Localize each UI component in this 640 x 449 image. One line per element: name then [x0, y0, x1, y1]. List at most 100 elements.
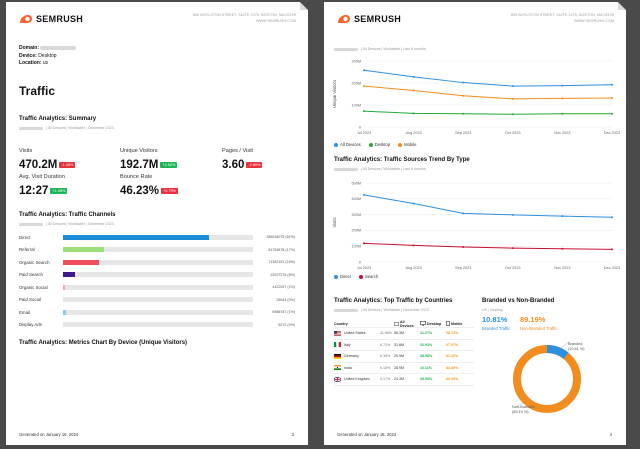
domain-label: Domain: [19, 45, 39, 51]
country-name: India [344, 365, 352, 370]
channel-value: 71362151 (15%) [268, 260, 295, 264]
legend-item: Mobile [398, 142, 416, 147]
us-flag-icon [334, 330, 341, 336]
legend-dot [368, 142, 373, 147]
data-point [611, 112, 613, 115]
it-flag-icon [334, 342, 341, 348]
channel-row: Direct 285018075 (61%) [19, 231, 295, 243]
legend-item: Desktop [368, 142, 390, 147]
donut-nonbranded-label: Non-Branded (89.19 %) [512, 405, 535, 414]
data-point [462, 112, 465, 115]
change-badge: +0.79% [161, 187, 178, 194]
channel-bar-track [63, 309, 253, 315]
x-tick-label: Oct 2023 [505, 266, 520, 270]
channel-row: Organic Social 4422057 (1%) [19, 281, 295, 293]
channel-value: 28644 (0%) [276, 297, 295, 302]
country-all-devices: 31.6M [394, 342, 404, 347]
y-tick-label: 100M [352, 103, 362, 107]
chart-legend-sources: Direct Search [334, 274, 386, 279]
legend-label: Mobile [404, 142, 417, 147]
channel-bar-fill [63, 247, 104, 252]
legend-item: Direct [334, 274, 351, 279]
channel-label: Organic Search [19, 259, 50, 265]
metric-unique-visitors: Unique Visitors 192.7M +2.52% [120, 148, 178, 171]
data-point [561, 97, 564, 100]
device-chart-title: Traffic Analytics: Metrics Chart By Devi… [19, 340, 188, 346]
report-meta: Domain: Device: Desktop Location: us [19, 45, 77, 68]
metric-visits: Visits 470.2M -1.38% [19, 148, 76, 171]
channel-value: 5988787 (1%) [272, 310, 295, 314]
channel-row: Email 5988787 (1%) [19, 306, 295, 318]
report-page-4: SEMRUSH 800 BOYLSTON STREET, SUITE 2475,… [324, 2, 626, 445]
data-point [611, 83, 613, 86]
country-mobile: 58.73% [446, 331, 459, 336]
semrush-logo: SEMRUSH [337, 14, 401, 24]
channel-bar-fill [63, 259, 99, 265]
metric-bounce-rate: Bounce Rate 46.23% +0.79% [120, 174, 178, 197]
country-desktop: 32.93% [420, 342, 433, 347]
data-point [611, 248, 613, 251]
company-address: 800 BOYLSTON STREET, SUITE 2475, BOSTON,… [193, 13, 296, 24]
data-point [412, 75, 415, 78]
data-point [363, 69, 365, 72]
table-row: United Kingdom 5.17% 24.3M 39.95% 60.05% [334, 374, 474, 386]
channel-row: Organic Search 71362151 (15%) [19, 256, 295, 268]
change-badge: +2.52% [160, 161, 178, 168]
country-all-devices: 56.3M [394, 331, 404, 336]
data-point [511, 213, 514, 216]
semrush-flame-icon [20, 15, 32, 23]
data-point [611, 96, 613, 99]
website-line: WWW.SEMRUSH.COM [574, 18, 614, 23]
branded-leader-line [558, 341, 570, 350]
channel-bar-track [63, 284, 253, 290]
data-point [511, 113, 514, 116]
channel-row: Display Ads 5272 (0%) [19, 319, 295, 331]
data-point [412, 89, 415, 92]
y-axis-label: Visits [332, 218, 337, 228]
x-tick-label: Dec 2023 [604, 266, 620, 270]
channel-bar-track [63, 297, 253, 302]
branded-donut-chart [513, 341, 581, 413]
semrush-flame-icon [338, 15, 350, 23]
data-point [412, 112, 415, 115]
legend-dot [334, 274, 338, 279]
data-point [363, 110, 365, 113]
channel-label: Paid Social [19, 297, 41, 302]
channel-row: Paid Search 22027276 (5%) [19, 269, 295, 281]
change-badge: -4.89% [246, 161, 263, 168]
semrush-logo: SEMRUSH [19, 14, 83, 24]
page-corner [300, 2, 308, 10]
data-point [363, 85, 365, 88]
channel-value: 81759878 (17%) [268, 247, 295, 252]
desktop-icon [420, 321, 426, 326]
device-value: Desktop [38, 52, 57, 59]
country-share: 6.36% [380, 354, 391, 359]
country-desktop: 41.27% [420, 331, 433, 336]
y-tick-label: 400M [352, 197, 362, 201]
page-number: 4 [609, 432, 612, 437]
sources-trend-subtitle: | All Devices | Worldwide | Last 6 month… [334, 167, 426, 171]
device-chart-subtitle: | All Devices | Worldwide | Last 6 month… [334, 47, 426, 51]
channel-bar-track [63, 272, 253, 277]
data-point [412, 202, 415, 205]
data-point [561, 84, 564, 87]
sources-trend-title: Traffic Analytics: Traffic Sources Trend… [334, 157, 470, 163]
data-point [561, 247, 564, 250]
y-axis-label: Unique Visitors [332, 80, 337, 108]
branded-percent: 10.81% [482, 315, 508, 324]
metric-avg-visit-duration: Avg. Visit Duration 12:27 +1.08% [19, 174, 68, 197]
y-tick-label: 500M [352, 181, 362, 185]
data-point [561, 215, 564, 218]
country-all-devices: 24.3M [394, 377, 404, 382]
countries-table: Country All Devices Desktop Mobile Unite… [334, 320, 474, 386]
donut-branded-label: Branded (10.81 %) [568, 342, 585, 351]
channel-row: Paid Social 28644 (0%) [19, 294, 295, 306]
y-tick-label: 200M [352, 229, 362, 233]
x-tick-label: Jul 2023 [357, 266, 371, 270]
location-value: us [42, 60, 49, 66]
change-badge: +1.08% [50, 187, 68, 194]
address-line: 800 BOYLSTON STREET, SUITE 2475, BOSTON,… [510, 13, 614, 17]
x-tick-label: Dec 2023 [604, 131, 620, 135]
y-tick-label: 0 [359, 125, 361, 129]
series-line [363, 85, 613, 100]
